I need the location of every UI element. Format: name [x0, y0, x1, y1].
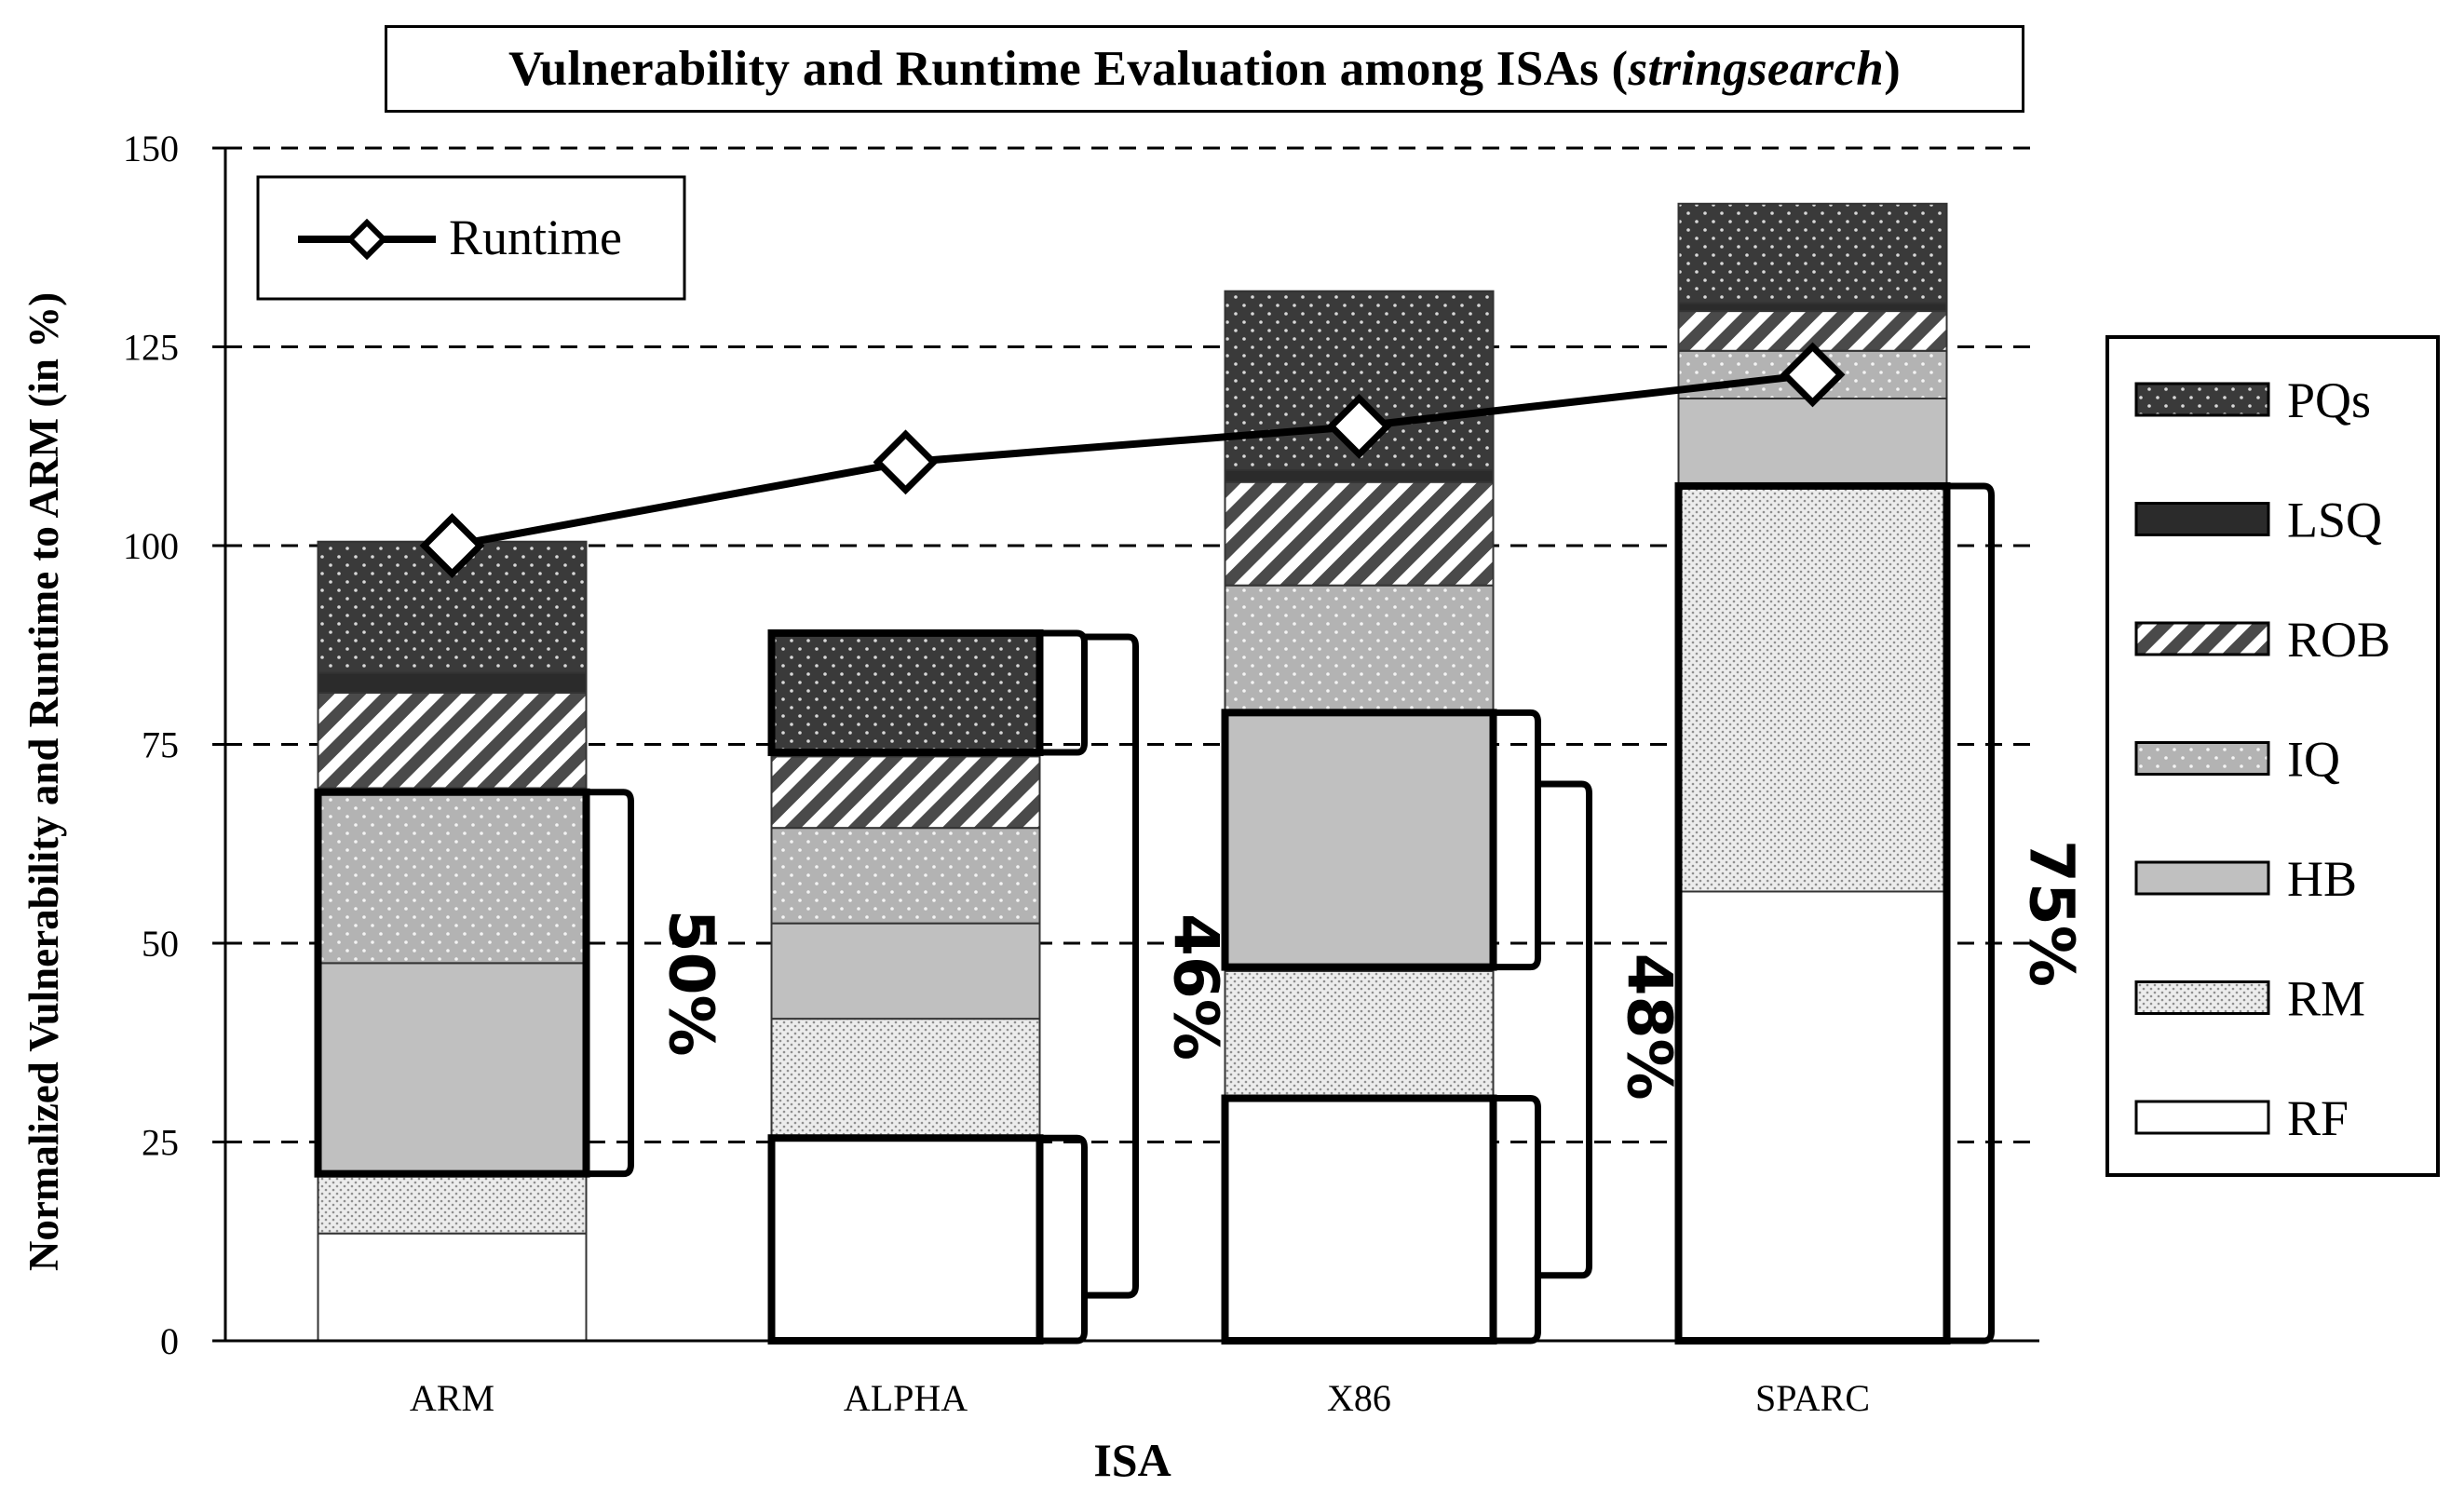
legend-label-iq: IQ	[2287, 732, 2340, 788]
y-tick-25: 25	[142, 1122, 179, 1164]
annotation-label-sparc: 75%	[2016, 840, 2088, 987]
bar-alpha-rm	[770, 1018, 1041, 1140]
bracket-outer-alpha	[1084, 633, 1139, 1299]
bar-sparc-hb	[1677, 398, 1948, 487]
bar-arm-rf	[317, 1232, 588, 1342]
bracket-alpha-0	[1039, 1134, 1088, 1345]
bar-alpha-hb	[770, 922, 1041, 1020]
bar-arm-iq	[317, 787, 588, 965]
group-outline-arm-0	[314, 788, 590, 1178]
legend-swatch-lsq	[2134, 502, 2270, 536]
bar-x86-rm	[1224, 969, 1495, 1100]
legend-label-rob: ROB	[2287, 612, 2390, 668]
runtime-marker-arm	[419, 513, 485, 578]
y-tick-50: 50	[142, 923, 179, 965]
bar-arm-rm	[317, 1172, 588, 1235]
y-tick-0: 0	[160, 1320, 179, 1362]
chart-title-box: Vulnerability and Runtime Evaluation amo…	[385, 25, 2024, 113]
bar-sparc-rm	[1677, 484, 1948, 893]
y-tick-100: 100	[123, 525, 179, 567]
axis-labels: 0 25 50 75 100 125 150 ARM ALPHA X86 SPARC ISA Norma…	[20, 128, 1870, 1486]
bar-x86-hb	[1224, 711, 1495, 972]
legend-swatch-iq	[2134, 741, 2270, 776]
axes	[212, 146, 2039, 1343]
runtime-marker-x86	[1326, 393, 1392, 459]
legend-swatch-hb	[2134, 860, 2270, 896]
y-tick-125: 125	[123, 327, 179, 369]
bar-arm-rob	[317, 691, 588, 790]
legend-swatch-rf	[2134, 1100, 2270, 1135]
legend-label-pqs: PQs	[2287, 372, 2371, 428]
bar-sparc-rf	[1677, 890, 1948, 1342]
annotation-label-alpha: 46%	[1160, 913, 1232, 1061]
x-tick-alpha: ALPHA	[844, 1377, 968, 1419]
runtime-legend: Runtime	[256, 175, 686, 301]
bar-arm-hb	[317, 962, 588, 1175]
bar-sparc-lsq	[1677, 302, 1948, 313]
bar-alpha-rob	[770, 755, 1041, 830]
group-outline-alpha-1	[767, 628, 1044, 757]
x-tick-arm: ARM	[410, 1377, 494, 1419]
legend-label-lsq: LSQ	[2287, 493, 2382, 548]
legend-label-hb: HB	[2287, 851, 2357, 907]
annotation-label-x86: 48%	[1614, 953, 1686, 1101]
y-tick-150: 150	[123, 128, 179, 169]
bar-sparc-pqs	[1677, 202, 1948, 304]
y-axis-title: Normalized Vulnerability and Runtime to …	[20, 292, 67, 1271]
runtime-polyline	[451, 371, 1813, 549]
legend-swatch-rob	[2134, 621, 2270, 656]
bracket-arm	[586, 789, 634, 1178]
bracket-x86-1	[1493, 709, 1541, 971]
x-axis-title: ISA	[1093, 1434, 1171, 1486]
legend-swatch-rm	[2134, 980, 2270, 1015]
y-tick-75: 75	[142, 724, 179, 766]
bar-arm-lsq	[317, 671, 588, 694]
bracket-outer-x86	[1537, 780, 1592, 1279]
chart-title: Vulnerability and Runtime Evaluation amo…	[508, 42, 1902, 96]
group-outline-x86-1	[1221, 709, 1497, 971]
runtime-legend-marker	[345, 218, 388, 261]
legend-label-rm: RM	[2287, 971, 2365, 1027]
bracket-x86-0	[1493, 1095, 1541, 1345]
bracket-sparc	[1946, 482, 1995, 1345]
runtime-line	[419, 342, 1846, 578]
annotation-label-arm: 50%	[656, 910, 727, 1057]
runtime-marker-alpha	[873, 429, 939, 495]
runtime-marker-sparc	[1780, 342, 1846, 408]
legend: PQs LSQ ROB IQ HB RM RF	[2105, 335, 2440, 1177]
bracket-alpha-1	[1039, 629, 1088, 756]
bar-x86-iq	[1224, 584, 1495, 714]
bar-alpha-iq	[770, 827, 1041, 925]
bars	[317, 202, 1948, 1343]
bar-alpha-pqs	[770, 631, 1041, 754]
bar-alpha-rf	[770, 1137, 1041, 1342]
runtime-legend-label: Runtime	[449, 209, 622, 265]
legend-swatch-pqs	[2134, 382, 2270, 417]
x-tick-x86: X86	[1327, 1377, 1391, 1419]
bar-x86-rob	[1224, 480, 1495, 587]
bar-x86-rf	[1224, 1097, 1495, 1343]
legend-label-rf: RF	[2287, 1090, 2349, 1146]
annotation-brackets: 50% 46% 48% 75%	[586, 482, 2088, 1345]
bar-x86-lsq	[1224, 468, 1495, 483]
x-tick-sparc: SPARC	[1755, 1377, 1870, 1419]
